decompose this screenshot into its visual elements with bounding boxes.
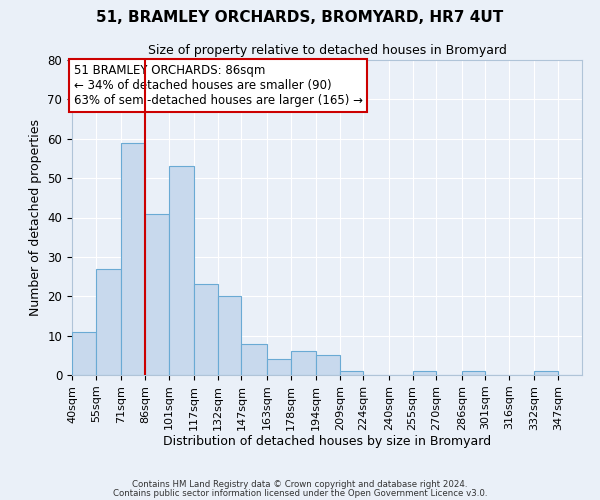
Bar [413,371,436,375]
Text: Contains public sector information licensed under the Open Government Licence v3: Contains public sector information licen… [113,489,487,498]
Bar [340,371,364,375]
Title: Size of property relative to detached houses in Bromyard: Size of property relative to detached ho… [148,44,506,58]
Bar [96,268,121,375]
Bar [241,344,267,375]
Text: Contains HM Land Registry data © Crown copyright and database right 2024.: Contains HM Land Registry data © Crown c… [132,480,468,489]
Bar [461,371,485,375]
Text: 51, BRAMLEY ORCHARDS, BROMYARD, HR7 4UT: 51, BRAMLEY ORCHARDS, BROMYARD, HR7 4UT [97,10,503,25]
Bar [145,214,169,375]
X-axis label: Distribution of detached houses by size in Bromyard: Distribution of detached houses by size … [163,436,491,448]
Bar [218,296,241,375]
Bar [535,371,558,375]
Bar [121,142,145,375]
Y-axis label: Number of detached properties: Number of detached properties [29,119,42,316]
Bar [267,359,290,375]
Bar [194,284,218,375]
Bar [316,356,340,375]
Bar [169,166,194,375]
Bar [290,352,316,375]
Text: 51 BRAMLEY ORCHARDS: 86sqm
← 34% of detached houses are smaller (90)
63% of semi: 51 BRAMLEY ORCHARDS: 86sqm ← 34% of deta… [74,64,362,107]
Bar [72,332,96,375]
